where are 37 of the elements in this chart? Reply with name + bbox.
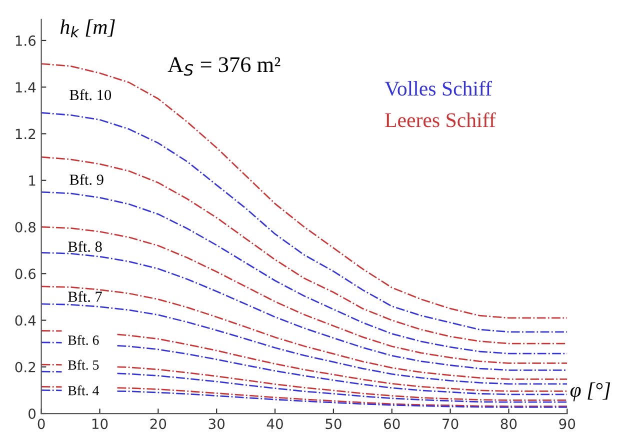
line-series — [41, 191, 568, 354]
y-tick-label: 0.2 — [15, 362, 36, 372]
x-tick-label: 30 — [208, 418, 225, 430]
y-tick-label: 1.4 — [16, 82, 36, 92]
x-tick-label: 50 — [326, 418, 342, 430]
y-axis-title: h$_{k}$ [m] — [60, 19, 115, 38]
y-tick-label: 1.2 — [16, 128, 36, 140]
x-tick-label: 60 — [384, 418, 400, 430]
y-tick-label: 1 — [29, 176, 36, 186]
line-series — [41, 252, 568, 371]
line-series — [41, 286, 568, 380]
x-axis-title: φ [°] — [570, 382, 610, 402]
annotation: Bft. 5 — [68, 360, 99, 370]
y-tick-label: 0.4 — [15, 315, 36, 326]
text: Leeres Schiff — [385, 112, 496, 128]
y-tick-label: 0 — [28, 408, 36, 419]
annotation: Bft. 9 — [70, 174, 104, 185]
annotation: A$_{S}$ = 376 m² — [168, 57, 280, 76]
y-tick-label: 0.6 — [15, 268, 36, 280]
x-tick-label: 90 — [559, 418, 576, 430]
annotation: Bft. 10 — [70, 89, 112, 100]
x-tick-label: 0 — [38, 418, 45, 430]
annotation: Bft. 4 — [68, 385, 100, 396]
x-tick-label: 80 — [500, 418, 517, 430]
text: Volles Schiff — [384, 80, 492, 96]
line-series — [41, 112, 568, 333]
y-tick-label: 1.6 — [16, 35, 36, 46]
x-tick-label: 40 — [266, 418, 283, 430]
x-tick-label: 10 — [92, 418, 108, 430]
x-tick-label: 20 — [150, 418, 166, 430]
line-series — [41, 303, 568, 385]
annotation: Bft. 6 — [68, 334, 99, 345]
annotation: Bft. 8 — [68, 240, 102, 252]
annotation: Bft. 7 — [68, 290, 102, 302]
line-series — [41, 156, 568, 344]
x-tick-label: 70 — [442, 418, 458, 430]
y-tick-label: 0.8 — [15, 222, 36, 232]
